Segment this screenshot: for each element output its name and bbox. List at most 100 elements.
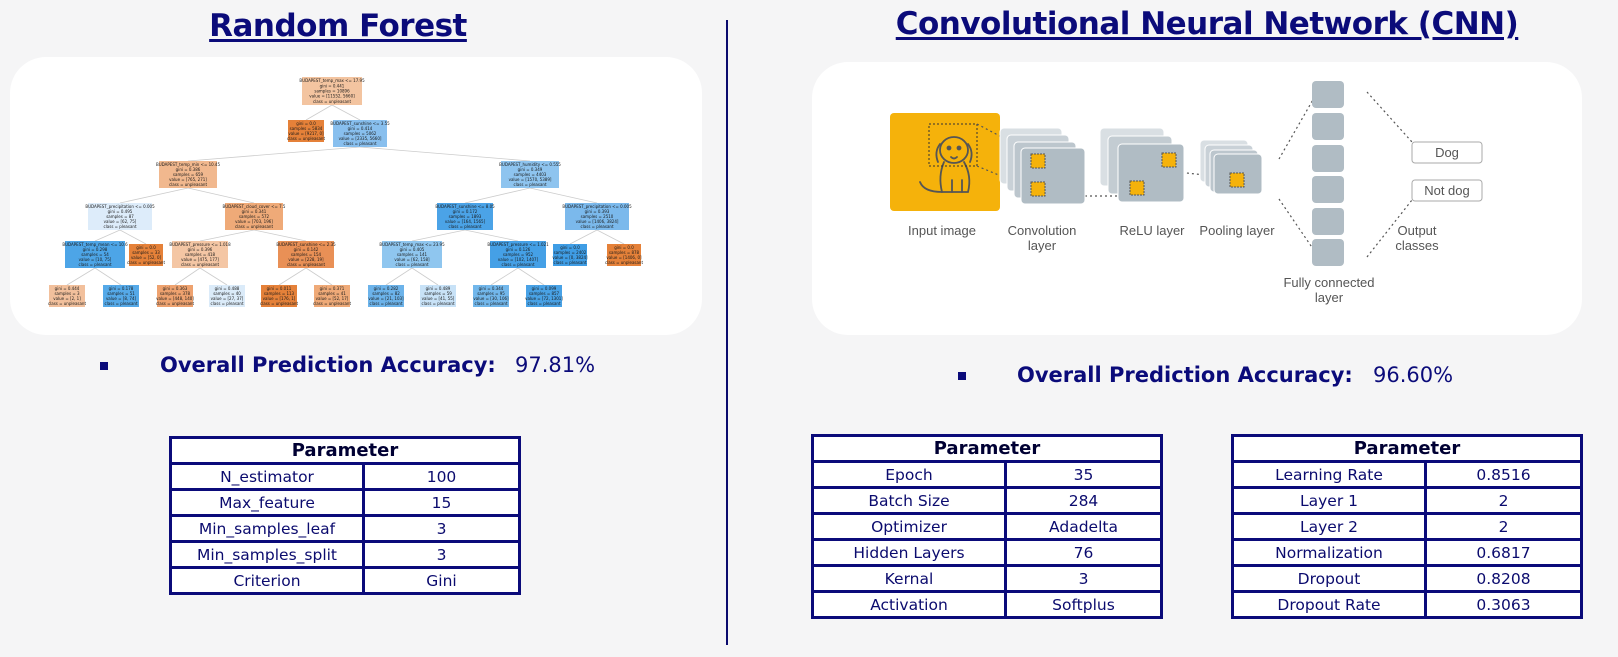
tree-node-text: value = [703, 196] [235,219,273,224]
tree-node-box [437,203,493,230]
tree-node-box [159,161,217,188]
tree-node-text: class = unpleasant [235,224,274,229]
tree-node-text: class = pleasant [474,301,507,306]
tree-node-text: value = [0, 3824] [552,255,588,260]
tree-node-text: BUDAPEST_cloud_cover <= 7.5 [223,204,286,209]
dog-icon [919,136,973,193]
table-row: Activation Softplus [811,590,1163,619]
tree-node-text: BUDAPEST_humidity <= 0.555 [499,162,561,167]
tree-node-text: value = [8, 74] [106,296,137,301]
param-value: 3 [1004,564,1163,593]
tree-edge [517,267,545,286]
tree-node-text: value = [62, 75] [104,219,137,224]
param-value: Gini [362,566,521,595]
tree-node-text: class = pleasant [527,301,560,306]
tree-node-box [172,241,228,268]
tree-node-text: samples = 82 [372,291,400,296]
tree-node-text: class = pleasant [210,301,243,306]
tree-node-text: samples = 33 [132,250,160,255]
convolution-stack [999,127,1086,205]
tree-node-text: BUDAPEST_temp_min <= 10.45 [156,162,221,167]
tree-node-text: samples = 141 [397,252,428,257]
tree-node-box [473,285,509,307]
tree-edge [94,229,121,242]
random-forest-title: Random Forest [209,8,467,44]
tree-node-text: samples = 418 [185,252,216,257]
tree-node-text: samples = 378 [160,291,191,296]
param-name: N_estimator [169,462,365,491]
tree-node-text: samples = 59 [424,291,452,296]
tree-node-text: value = [2, 1] [53,296,81,301]
tree-node-text: value = [21, 103] [368,296,404,301]
param-name: Criterion [169,566,365,595]
tree-node-text: BUDAPEST_temp_mean <= 10.6 [62,242,128,247]
tree-node-text: gini = 0.172 [453,209,478,214]
tree-edge [94,267,122,286]
tree-edge [569,229,598,245]
tree-node-box [526,285,562,307]
tree-node-text: value = [1406, 3824] [576,219,619,224]
table-row: Epoch 35 [811,460,1163,489]
cnn-architecture-diagram: Dog Not dog Input image Convolution laye… [890,81,1483,305]
tree-node-text: BUDAPEST_precipitation <= 0.005 [562,204,632,209]
tree-node-text: samples = 41 [318,291,346,296]
rf-accuracy-value: 97.81% [515,353,596,377]
tree-node-box [333,120,387,147]
tree-node-box [553,244,587,266]
tree-node-text: gini = 0.282 [374,286,399,291]
input-image-label: Input image [908,223,976,238]
tree-node-box [302,77,362,105]
tree-node-text: gini = 0.386 [176,167,201,172]
tree-node-text: BUDAPEST_pressure <= 1.018 [169,242,231,247]
tree-node-text: gini = 0.0 [136,245,156,250]
pooling-stack [1199,139,1263,195]
tree-node-text: samples = 878 [609,250,640,255]
tree-node-text: samples = 113 [264,291,295,296]
tree-node-text: samples = 3 [54,291,80,296]
table-row: Batch Size 284 [811,486,1163,515]
decision-tree-panel: BUDAPEST_temp_max <= 17.95 gini = 0.441 sa… [10,57,702,335]
output-dog-label: Dog [1435,145,1459,160]
table-row: Criterion Gini [169,566,521,595]
tree-node-text: gini = 0.142 [294,247,319,252]
tree-node-text: samples = 54 [81,252,109,257]
tree-node-text: value = [102, 1407] [498,257,539,262]
cnn-accuracy-label: Overall Prediction Accuracy: [1017,363,1353,387]
tree-node-text: class = unpleasant [313,99,352,104]
section-divider [726,20,728,645]
tree-node-text: gini = 0.489 [426,286,451,291]
table-row: Hidden Layers 76 [811,538,1163,567]
tree-node-box [288,120,324,142]
tree-node-box [157,285,193,307]
pooling-label: Pooling layer [1199,223,1275,238]
cnn-diagram-panel: Dog Not dog Input image Convolution laye… [812,62,1582,335]
param-name: Batch Size [811,486,1007,515]
fully-connected-label-line1: Fully connected [1283,275,1374,290]
param-name: Kernal [811,564,1007,593]
convolution-label-line1: Convolution [1008,223,1077,238]
tree-node-text: value = [30, 106] [473,296,509,301]
tree-node-text: gini = 0.349 [518,167,543,172]
tree-edge [385,267,413,286]
tree-node-text: gini = 0.363 [163,286,188,291]
tree-edge [490,267,519,286]
tree-node-text: class = pleasant [395,262,428,267]
tree-node-box [209,285,245,307]
param-value: 2 [1424,486,1583,515]
tree-node-text: gini = 0.126 [506,247,531,252]
param-name: Learning Rate [1231,460,1427,489]
tree-node-box [314,285,350,307]
output-not-dog-label: Not dog [1424,183,1470,198]
tree-node-box [65,241,125,268]
param-value: Adadelta [1004,512,1163,541]
